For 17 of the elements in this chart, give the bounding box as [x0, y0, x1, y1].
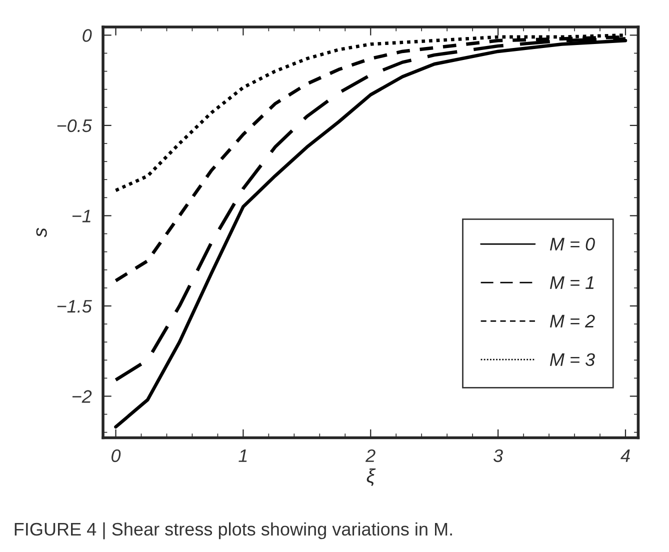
x-tick-label: 0: [112, 449, 121, 462]
legend-label: M = 3: [550, 353, 595, 366]
y-tick-label: −2: [72, 390, 92, 403]
x-axis-title: ξ: [366, 468, 376, 486]
x-tick-label: 4: [620, 450, 630, 462]
legend-label: M = 2: [550, 314, 595, 328]
x-tick-label: 3: [493, 449, 503, 462]
caption: FIGURE 4 | Shear stress plots showing variations in M.: [14, 522, 452, 540]
x-tick-label: 1: [238, 450, 247, 462]
y-tick-label: −1.5: [57, 300, 92, 313]
x-tick-label: 2: [366, 449, 376, 462]
y-tick-label: −1: [72, 210, 90, 222]
y-tick-label: −0.5: [57, 119, 92, 132]
legend-label: M = 0: [550, 238, 595, 251]
y-axis-title: s: [36, 228, 47, 238]
y-tick-label: 0: [82, 29, 92, 42]
legend-label: M = 1: [550, 276, 594, 289]
